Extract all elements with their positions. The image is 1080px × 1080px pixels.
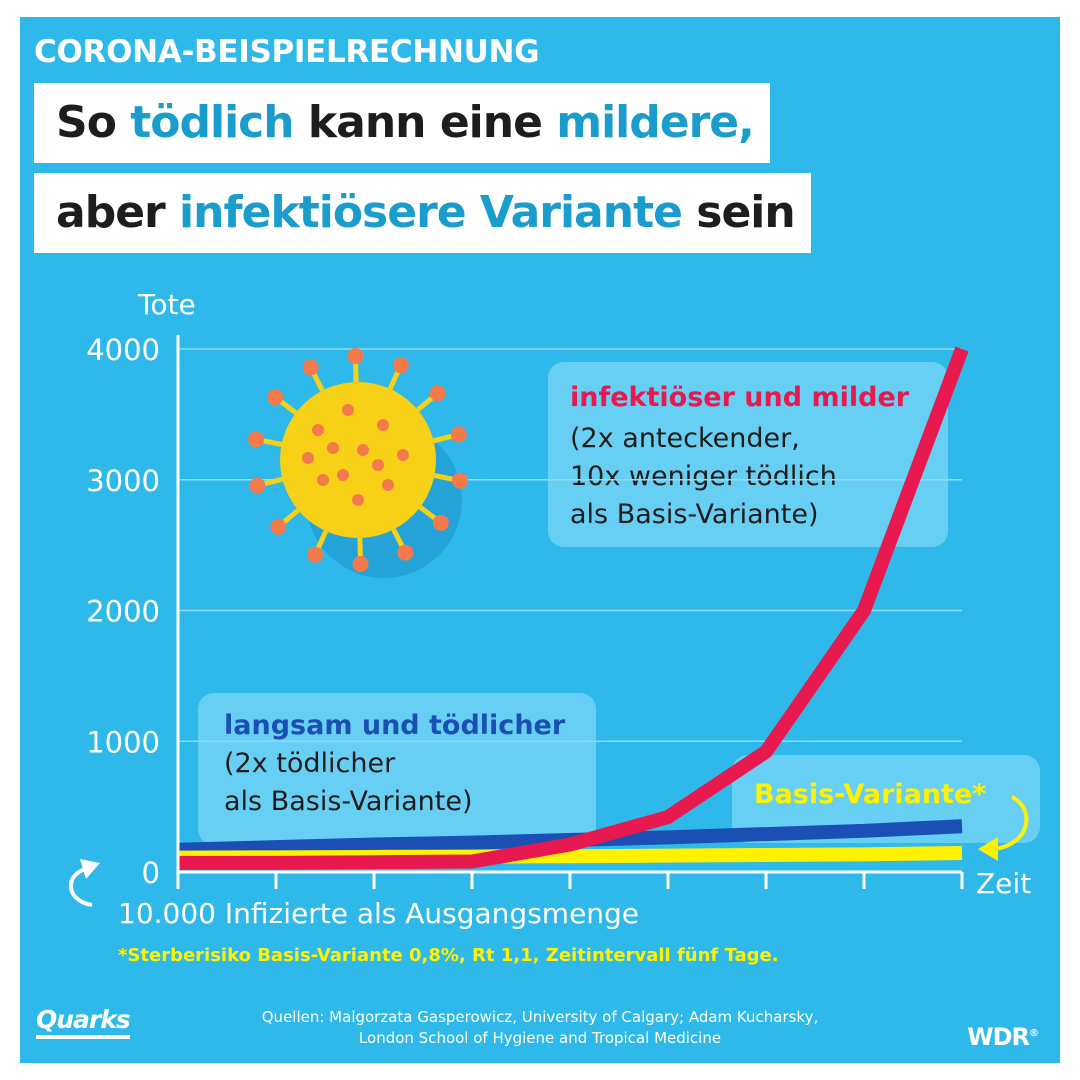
x-axis-label: Zeit xyxy=(976,867,1031,900)
virus-spot xyxy=(337,469,349,481)
callout-yellow-box: Basis-Variante* xyxy=(732,755,1040,843)
arrowhead xyxy=(80,859,100,879)
virus-spike-tip xyxy=(267,389,284,406)
y-tick-label: 4000 xyxy=(86,333,160,367)
start-note: 10.000 Infizierte als Ausgangsmenge xyxy=(118,897,639,930)
virus-spike-tip xyxy=(270,518,287,535)
virus-spot xyxy=(397,449,409,461)
virus-spike-tip xyxy=(302,359,319,376)
virus-spike-tip xyxy=(249,477,266,494)
virus-spot xyxy=(302,452,314,464)
virus-spike-tip xyxy=(347,348,364,365)
callout-red-body: (2x anteckender, 10x weniger tödlich als… xyxy=(570,420,837,534)
wdr-logo-text: WDR xyxy=(967,1023,1030,1051)
footnote: *Sterberisiko Basis-Variante 0,8%, Rt 1,… xyxy=(118,945,779,966)
virus-spot xyxy=(352,494,364,506)
line-chart: 0 1000 2000 3000 4000 Tote Zeit 10.000 Infiz… xyxy=(68,288,1031,966)
y-tick-label: 2000 xyxy=(86,595,160,629)
curved-arrow-icon xyxy=(993,795,1029,851)
curved-arrow-icon xyxy=(68,867,93,907)
callout-blue-box: langsam und tödlicher (2x tödlicher als … xyxy=(198,693,596,845)
y-tick-label: 0 xyxy=(142,856,160,890)
virus-spike-tip xyxy=(429,385,446,402)
virus-spike-tip xyxy=(392,357,409,374)
headline-highlight: infektiösere Variante xyxy=(179,187,683,238)
callout-blue-body: (2x tödlicher als Basis-Variante) xyxy=(224,745,472,821)
callout-red-line: (2x anteckender, xyxy=(570,423,800,454)
callout-blue-line: als Basis-Variante) xyxy=(224,786,473,817)
virus-spike-tip xyxy=(397,544,414,561)
sources-text: Quellen: Malgorzata Gasperowicz, Univers… xyxy=(240,1007,840,1049)
callout-red-title: infektiöser und milder xyxy=(570,382,910,413)
sources-line: London School of Hygiene and Tropical Me… xyxy=(358,1029,722,1047)
registered-mark: ® xyxy=(1029,1028,1039,1039)
virus-spot xyxy=(372,459,384,471)
virus-spike-tip xyxy=(307,546,324,563)
virus-spot xyxy=(317,474,329,486)
coronavirus-icon xyxy=(248,348,468,578)
headline-text: sein xyxy=(681,187,795,238)
callout-red-box: infektiöser und milder (2x anteckender, … xyxy=(548,362,948,547)
virus-spike-tip xyxy=(432,514,449,531)
virus-spot xyxy=(357,444,369,456)
headline-line-1: So tödlich kann eine mildere, xyxy=(34,83,770,163)
headline-text: kann eine xyxy=(293,97,557,148)
y-tick-label: 1000 xyxy=(86,725,160,759)
callout-blue-title: langsam und tödlicher xyxy=(224,710,566,741)
kicker-title: CORONA-BEISPIELRECHNUNG xyxy=(34,34,540,70)
headline-text: aber xyxy=(56,187,180,238)
series-line-red xyxy=(178,346,969,870)
virus-spot xyxy=(327,442,339,454)
sources-line: Quellen: Malgorzata Gasperowicz, Univers… xyxy=(261,1008,819,1026)
callout-red-line: als Basis-Variante) xyxy=(570,499,819,530)
virus-spike-tip xyxy=(248,431,265,448)
grid-lines xyxy=(178,348,962,742)
headline-highlight: mildere, xyxy=(556,97,755,148)
virus-spot xyxy=(312,424,324,436)
arrowhead xyxy=(978,837,998,861)
virus-spike-tip xyxy=(352,555,369,572)
infographic-panel: CORONA-BEISPIELRECHNUNG So tödlich kann … xyxy=(20,17,1060,1063)
headline-line-2: aber infektiösere Variante sein xyxy=(34,173,811,253)
virus-spot xyxy=(377,419,389,431)
virus-spike-tip xyxy=(451,472,468,489)
series-lines xyxy=(177,346,969,870)
virus-spike-tip xyxy=(450,426,467,443)
virus-spot xyxy=(342,404,354,416)
headline-text: So xyxy=(56,97,131,148)
callout-red-line: 10x weniger tödlich xyxy=(570,461,837,492)
callout-yellow-title: Basis-Variante* xyxy=(754,779,987,810)
wdr-logo: WDR® xyxy=(967,1023,1039,1051)
virus-body xyxy=(280,382,436,538)
callout-blue-line: (2x tödlicher xyxy=(224,748,396,779)
y-tick-label: 3000 xyxy=(86,464,160,498)
virus-spot xyxy=(382,479,394,491)
y-axis-label: Tote xyxy=(137,288,196,321)
y-tick-labels: 0 1000 2000 3000 4000 xyxy=(86,333,160,890)
headline-highlight: tödlich xyxy=(130,97,294,148)
x-ticks xyxy=(176,872,964,889)
quarks-logo: Quarks xyxy=(36,1005,131,1039)
